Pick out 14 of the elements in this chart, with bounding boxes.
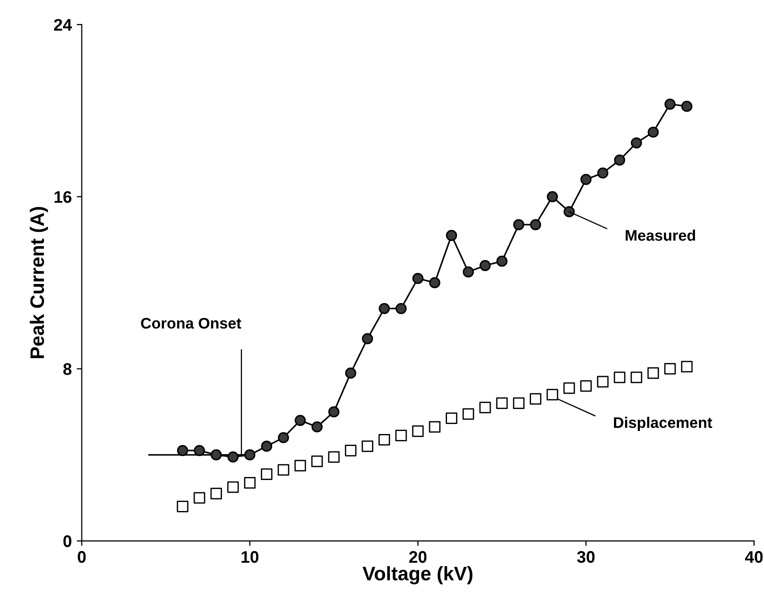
- x-axis-title: Voltage (kV): [362, 566, 472, 584]
- y-tick-label: 0: [63, 535, 72, 548]
- y-tick-label: 24: [54, 18, 72, 31]
- x-tick-label: 10: [242, 551, 258, 563]
- annotation: Displacement: [614, 416, 712, 432]
- ref-line-label: Corona Onset: [141, 318, 242, 329]
- x-tick-label: 20: [409, 551, 426, 563]
- x-tick-label: 0: [78, 551, 86, 563]
- x-tick-label: 30: [577, 551, 595, 563]
- annotation: Measured: [626, 230, 696, 241]
- y-axis-title: Peak Current (A): [30, 206, 48, 358]
- y-tick-label: 16: [54, 191, 72, 203]
- x-tick-label: 40: [745, 551, 763, 563]
- y-tick-label: 8: [63, 363, 72, 375]
